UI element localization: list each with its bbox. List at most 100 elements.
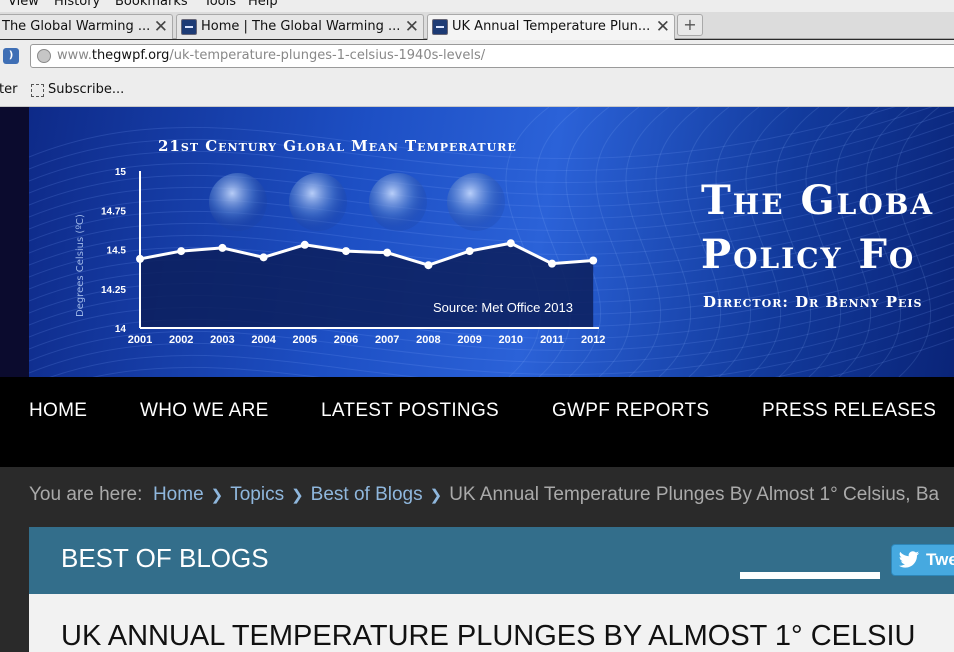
data-point — [383, 248, 392, 257]
wave-line — [595, 107, 640, 377]
data-points — [136, 239, 598, 270]
breadcrumb-home[interactable]: Home — [152, 484, 204, 505]
wave-line — [92, 326, 954, 377]
wave-line — [29, 278, 954, 351]
wave-line — [505, 107, 550, 377]
x-tick-label: 2007 — [375, 334, 399, 346]
data-point — [136, 254, 144, 263]
x-tick-label: 2010 — [499, 334, 523, 346]
menu-tools[interactable]: Tools — [204, 0, 237, 9]
url-text[interactable]: www.thegwpf.org/uk-temperature-plunges-1… — [57, 48, 486, 63]
chevron-right-icon: ❯ — [210, 487, 224, 504]
close-icon[interactable]: ✕ — [404, 17, 419, 37]
tweet-label: Twe — [926, 550, 954, 569]
y-tick-label: 14.75 — [101, 206, 126, 217]
tweet-button[interactable]: Twe — [891, 544, 954, 576]
wave-line — [775, 107, 820, 377]
x-tick-label: 2001 — [128, 334, 152, 346]
tab-strip: The Global Warming ... ✕ Home | The Glob… — [0, 12, 954, 40]
globe-icon — [447, 173, 505, 231]
x-tick-label: 2011 — [540, 334, 564, 346]
section-title: BEST OF BLOGS — [61, 543, 269, 573]
close-icon[interactable]: ✕ — [153, 17, 168, 37]
data-point — [465, 247, 474, 256]
globe-icon — [369, 173, 427, 231]
wave-line — [29, 110, 954, 183]
breadcrumb-prefix: You are here: — [29, 484, 143, 505]
chart-title: 21st Century Global Mean Temperature — [158, 137, 517, 155]
gwpf-favicon-icon — [432, 19, 448, 35]
nav-latest-postings[interactable]: LATEST POSTINGS — [321, 400, 500, 421]
x-tick-label: 2002 — [169, 334, 193, 346]
x-tick-label: 2012 — [581, 334, 605, 346]
close-icon[interactable]: ✕ — [655, 17, 670, 37]
tab-uk-temperature[interactable]: UK Annual Temperature Plun... ✕ — [427, 14, 675, 40]
wave-line — [835, 107, 880, 377]
wave-line — [29, 290, 954, 363]
tab-global-warming[interactable]: The Global Warming ... ✕ — [0, 14, 173, 39]
nav-home[interactable]: HOME — [29, 400, 88, 421]
data-point — [259, 253, 268, 262]
data-point — [177, 247, 186, 256]
wave-line — [745, 107, 790, 377]
wave-line — [29, 107, 896, 159]
rss-feed-icon[interactable]: ) — [3, 48, 19, 64]
tab-label: Home | The Global Warming ... — [201, 19, 401, 34]
y-tick-label: 14.25 — [101, 285, 126, 296]
x-tick-label: 2005 — [293, 334, 317, 346]
wave-line — [715, 107, 760, 377]
x-tick-label: 2008 — [416, 334, 440, 346]
nav-press-releases[interactable]: PRESS RELEASES — [762, 400, 937, 421]
x-tick-labels: 2001 2002 2003 2004 2005 2006 2007 2008 2009 2010… — [128, 334, 606, 346]
data-point — [218, 243, 227, 252]
director-label: Director: Dr Benny Peis — [703, 293, 923, 311]
x-tick-label: 2003 — [210, 334, 234, 346]
breadcrumb-best-of-blogs[interactable]: Best of Blogs — [310, 484, 423, 505]
address-bar[interactable]: www.thegwpf.org/uk-temperature-plunges-1… — [30, 44, 954, 68]
nav-gwpf-reports[interactable]: GWPF REPORTS — [552, 400, 710, 421]
site-banner[interactable]: 14 14.25 14.5 14.75 15 2001 2002 2003 2004 2005 2… — [29, 107, 954, 377]
tab-label: The Global Warming ... — [2, 19, 151, 34]
plus-icon: + — [683, 15, 697, 34]
wave-line — [29, 194, 954, 267]
wave-line — [685, 107, 730, 377]
wave-line — [29, 107, 933, 171]
bookmarks-toolbar: ter Subscribe... — [0, 73, 954, 107]
wave-line — [29, 302, 954, 375]
chart-ylabel: Degrees Celsius (ºC) — [75, 214, 86, 317]
globe-icon — [209, 173, 267, 231]
data-point — [506, 239, 515, 248]
data-point — [342, 247, 350, 256]
menu-help[interactable]: Help — [248, 0, 278, 9]
menu-bookmarks[interactable]: Bookmarks — [115, 0, 188, 9]
menu-history[interactable]: History — [54, 0, 101, 9]
site-identity-icon[interactable] — [37, 49, 51, 63]
menubar: View History Bookmarks Tools Help — [0, 0, 954, 12]
main-navigation: HOME WHO WE ARE LATEST POSTINGS GWPF REP… — [0, 377, 954, 467]
article-container: UK ANNUAL TEMPERATURE PLUNGES BY ALMOST … — [29, 594, 954, 652]
new-tab-button[interactable]: + — [677, 14, 703, 36]
tab-label: UK Annual Temperature Plun... — [452, 19, 651, 34]
chart-source: Source: Met Office 2013 — [433, 300, 573, 315]
menu-view[interactable]: View — [8, 0, 39, 9]
wave-line — [805, 107, 850, 377]
globe-decorations — [209, 173, 505, 231]
x-tick-label: 2004 — [251, 334, 276, 346]
globe-icon — [289, 173, 347, 231]
wave-line — [49, 314, 954, 377]
wave-line — [29, 182, 954, 255]
brand-title-line1: The Globa — [701, 177, 935, 224]
bookmark-twitter[interactable]: ter — [0, 82, 18, 97]
nav-who-we-are[interactable]: WHO WE ARE — [140, 400, 269, 421]
bookmark-subscribe[interactable]: Subscribe... — [48, 82, 125, 97]
wave-line — [625, 107, 670, 377]
gwpf-favicon-icon — [181, 19, 197, 35]
chart-area — [140, 243, 594, 328]
bookmark-folder-icon — [31, 84, 44, 97]
breadcrumb-topics[interactable]: Topics — [230, 484, 285, 505]
brand-title-line2: Policy Fo — [701, 231, 916, 278]
tab-home[interactable]: Home | The Global Warming ... ✕ — [176, 14, 424, 39]
wave-line — [535, 107, 580, 377]
chevron-right-icon: ❯ — [429, 487, 443, 504]
